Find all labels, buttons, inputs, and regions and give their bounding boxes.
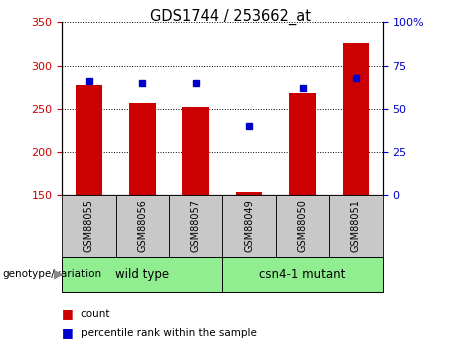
Bar bbox=[236, 193, 262, 195]
Text: ▶: ▶ bbox=[54, 268, 64, 281]
Text: GDS1744 / 253662_at: GDS1744 / 253662_at bbox=[150, 9, 311, 25]
FancyBboxPatch shape bbox=[223, 257, 383, 292]
Bar bbox=[129, 102, 156, 195]
Text: GSM88051: GSM88051 bbox=[351, 199, 361, 253]
Bar bbox=[183, 107, 209, 195]
FancyBboxPatch shape bbox=[62, 257, 223, 292]
Text: csn4-1 mutant: csn4-1 mutant bbox=[260, 268, 346, 281]
Text: genotype/variation: genotype/variation bbox=[2, 269, 101, 279]
Text: percentile rank within the sample: percentile rank within the sample bbox=[81, 328, 257, 338]
FancyBboxPatch shape bbox=[223, 195, 276, 257]
Text: GSM88049: GSM88049 bbox=[244, 200, 254, 252]
Text: GSM88055: GSM88055 bbox=[84, 199, 94, 253]
Bar bbox=[289, 93, 316, 195]
FancyBboxPatch shape bbox=[329, 195, 383, 257]
Text: GSM88050: GSM88050 bbox=[297, 199, 307, 253]
Text: GSM88057: GSM88057 bbox=[191, 199, 201, 253]
Text: GSM88056: GSM88056 bbox=[137, 199, 148, 253]
Text: count: count bbox=[81, 309, 110, 319]
Text: wild type: wild type bbox=[115, 268, 169, 281]
Text: ■: ■ bbox=[62, 326, 74, 339]
FancyBboxPatch shape bbox=[276, 195, 329, 257]
Text: ■: ■ bbox=[62, 307, 74, 321]
FancyBboxPatch shape bbox=[169, 195, 223, 257]
Bar bbox=[343, 43, 369, 195]
Bar bbox=[76, 85, 102, 195]
FancyBboxPatch shape bbox=[62, 195, 116, 257]
FancyBboxPatch shape bbox=[116, 195, 169, 257]
